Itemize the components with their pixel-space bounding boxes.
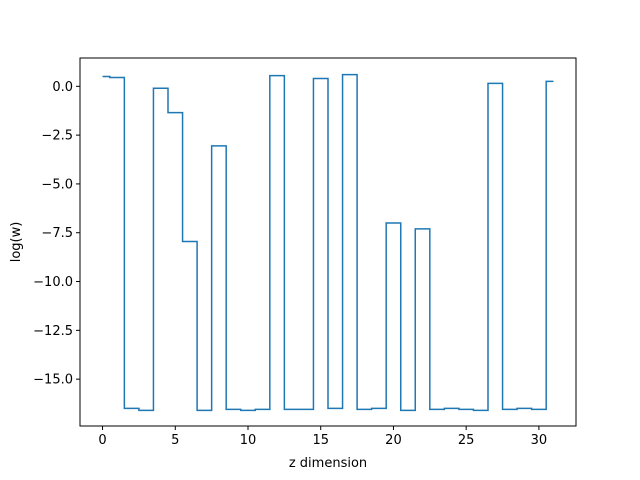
y-axis-label: log(w) [9,222,24,263]
y-tick-label: −2.5 [41,129,73,144]
x-tick-label: 0 [98,433,106,448]
y-axis-ticks: 0.0 −2.5 −5.0 −7.5 −10.0 −12.5 −15.0 [33,80,80,388]
x-axis-label: z dimension [289,456,367,471]
y-tick-label: −10.0 [33,275,73,290]
y-tick-label: −5.0 [41,177,73,192]
series-step-line [102,73,554,412]
x-tick-label: 5 [171,433,179,448]
series-layer [102,73,554,412]
x-tick-label: 10 [240,433,257,448]
x-tick-label: 25 [458,433,475,448]
y-tick-label: 0.0 [52,80,73,95]
x-tick-label: 20 [385,433,402,448]
x-tick-label: 30 [531,433,548,448]
y-tick-label: −7.5 [41,226,73,241]
axes-frame [79,57,577,427]
x-axis-ticks: 0 5 10 15 20 25 30 [98,426,547,448]
y-tick-label: −15.0 [33,373,73,388]
y-tick-label: −12.5 [33,324,73,339]
x-tick-label: 15 [312,433,329,448]
